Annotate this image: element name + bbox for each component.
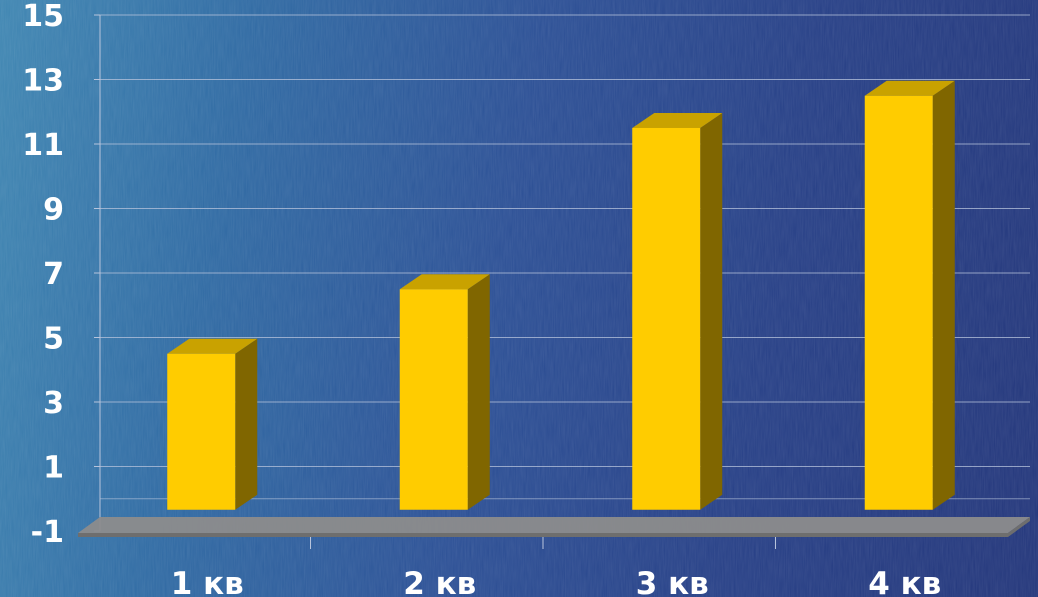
bar <box>399 289 468 510</box>
axes <box>78 14 1030 549</box>
x-category-label: 4 кв <box>868 566 941 597</box>
y-tick-label: 9 <box>43 193 64 228</box>
bar-top <box>864 80 955 96</box>
x-category-label: 3 кв <box>636 566 709 597</box>
y-tick-label: 11 <box>22 128 64 163</box>
bar <box>864 95 933 510</box>
x-category-label: 1 кв <box>171 566 244 597</box>
y-tick-label: 1 <box>43 451 64 486</box>
floor-edge <box>78 517 1030 537</box>
y-tick-label: 7 <box>43 257 64 292</box>
y-tick-label: 15 <box>22 0 64 34</box>
labels: 15 13 11 9 7 5 3 1 -1 1 кв 2 кв 3 кв 4 кв <box>22 0 941 597</box>
bar-top <box>632 112 723 128</box>
bars <box>167 80 955 510</box>
y-tick-label: -1 <box>31 515 64 550</box>
y-tick-label: 3 <box>43 386 64 421</box>
bar-top <box>399 274 490 290</box>
bar <box>167 353 236 510</box>
floor <box>78 517 1030 533</box>
y-tick-label: 5 <box>43 322 64 357</box>
bar-side <box>235 338 258 510</box>
bar <box>632 127 701 510</box>
bar-side <box>932 80 955 510</box>
y-tick-label: 13 <box>22 64 64 99</box>
x-category-label: 2 кв <box>403 566 476 597</box>
bar-side <box>467 274 490 510</box>
bar-top <box>167 338 258 354</box>
bar-side <box>700 112 723 510</box>
